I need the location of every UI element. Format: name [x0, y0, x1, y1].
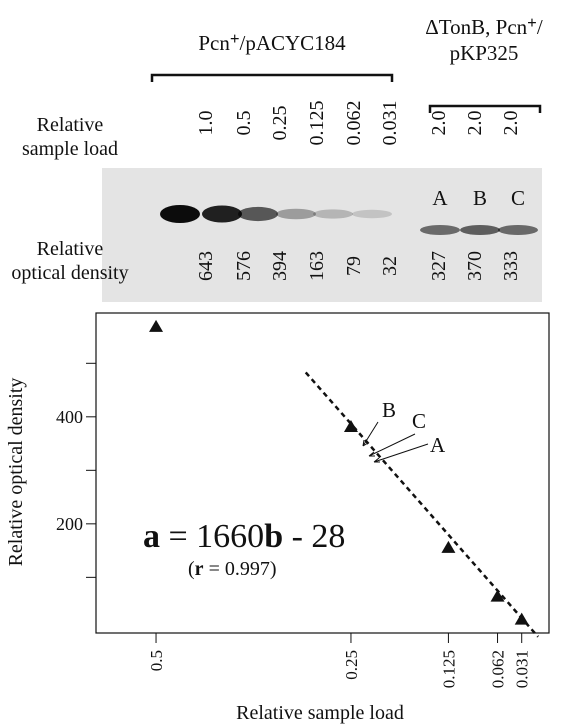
equation-part: a — [143, 518, 160, 555]
figure: Pcn+/pACYC184 ΔTonB, Pcn+/ pKP325 Relati… — [0, 0, 566, 726]
x-tick-label: 0.031 — [513, 650, 532, 688]
load-value: 0.062 — [343, 101, 365, 146]
equation-part: b — [264, 518, 283, 555]
header-text: / — [537, 15, 543, 39]
correlation: (r = 0.997) — [188, 558, 277, 580]
x-tick-label: 0.5 — [147, 650, 166, 671]
equation: a = 1660b - 28 — [143, 518, 345, 555]
marker — [149, 320, 163, 332]
lane-label: C — [511, 186, 525, 210]
correlation-part: r — [195, 558, 204, 580]
annotation: B — [382, 398, 396, 422]
density-value: 32 — [379, 256, 401, 276]
equation-part: - 28 — [283, 518, 345, 555]
blot-band — [498, 225, 538, 235]
density-value: 370 — [464, 251, 486, 281]
annotation: C — [412, 409, 426, 433]
load-value: 2.0 — [500, 111, 522, 136]
y-axis-label: Relative optical density — [5, 378, 27, 567]
blot-band — [420, 225, 460, 235]
blot-band — [160, 205, 200, 223]
marker — [441, 541, 455, 553]
load-value: 1.0 — [195, 111, 217, 136]
row-label: sample load — [22, 138, 118, 160]
arrow — [369, 434, 415, 456]
density-value: 394 — [269, 251, 291, 281]
bracket — [152, 75, 392, 82]
row-label: optical density — [11, 262, 128, 284]
marker — [515, 613, 529, 625]
density-value: 333 — [500, 251, 522, 281]
annotation: A — [430, 433, 446, 457]
header-left: Pcn+/pACYC184 — [198, 29, 346, 55]
x-tick-label: 0.25 — [342, 650, 361, 680]
header-text: Pcn — [198, 31, 230, 55]
load-value: 0.031 — [379, 101, 401, 146]
load-value: 0.5 — [233, 111, 255, 136]
load-value: 0.125 — [306, 101, 328, 146]
header-text: pKP325 — [450, 41, 519, 65]
marker — [344, 420, 358, 432]
x-axis-label: Relative sample load — [236, 702, 404, 724]
x-tick-label: 0.062 — [489, 650, 508, 688]
header-text: ΔTonB, Pcn — [425, 15, 527, 39]
x-tick-label: 0.125 — [439, 650, 458, 688]
load-value: 2.0 — [428, 111, 450, 136]
header-text: + — [527, 13, 537, 32]
y-tick-label: 400 — [56, 407, 83, 427]
blot-band — [238, 207, 278, 221]
blot-band — [276, 209, 316, 220]
density-value: 643 — [195, 251, 217, 281]
row-label: Relative — [37, 238, 104, 260]
correlation-part: = 0.997) — [204, 558, 277, 580]
equation-part: = 1660 — [160, 518, 264, 555]
density-value: 79 — [343, 256, 365, 276]
arrow — [363, 422, 378, 446]
density-value: 576 — [233, 251, 255, 281]
row-label: Relative — [37, 114, 104, 136]
lane-label: B — [473, 186, 487, 210]
header-text: /pACYC184 — [240, 31, 347, 55]
load-value: 2.0 — [464, 111, 486, 136]
blot-band — [313, 209, 353, 218]
load-value: 0.25 — [269, 106, 291, 141]
header-right: ΔTonB, Pcn+/ — [425, 13, 543, 39]
density-value: 327 — [428, 251, 450, 281]
arrow — [374, 444, 428, 462]
blot-band — [202, 206, 242, 223]
blot-band — [460, 225, 500, 235]
y-tick-label: 200 — [56, 514, 83, 534]
lane-label: A — [432, 186, 448, 210]
plot-frame — [96, 313, 549, 633]
header-text: + — [230, 29, 240, 48]
density-value: 163 — [306, 251, 328, 281]
blot-band — [352, 210, 392, 218]
